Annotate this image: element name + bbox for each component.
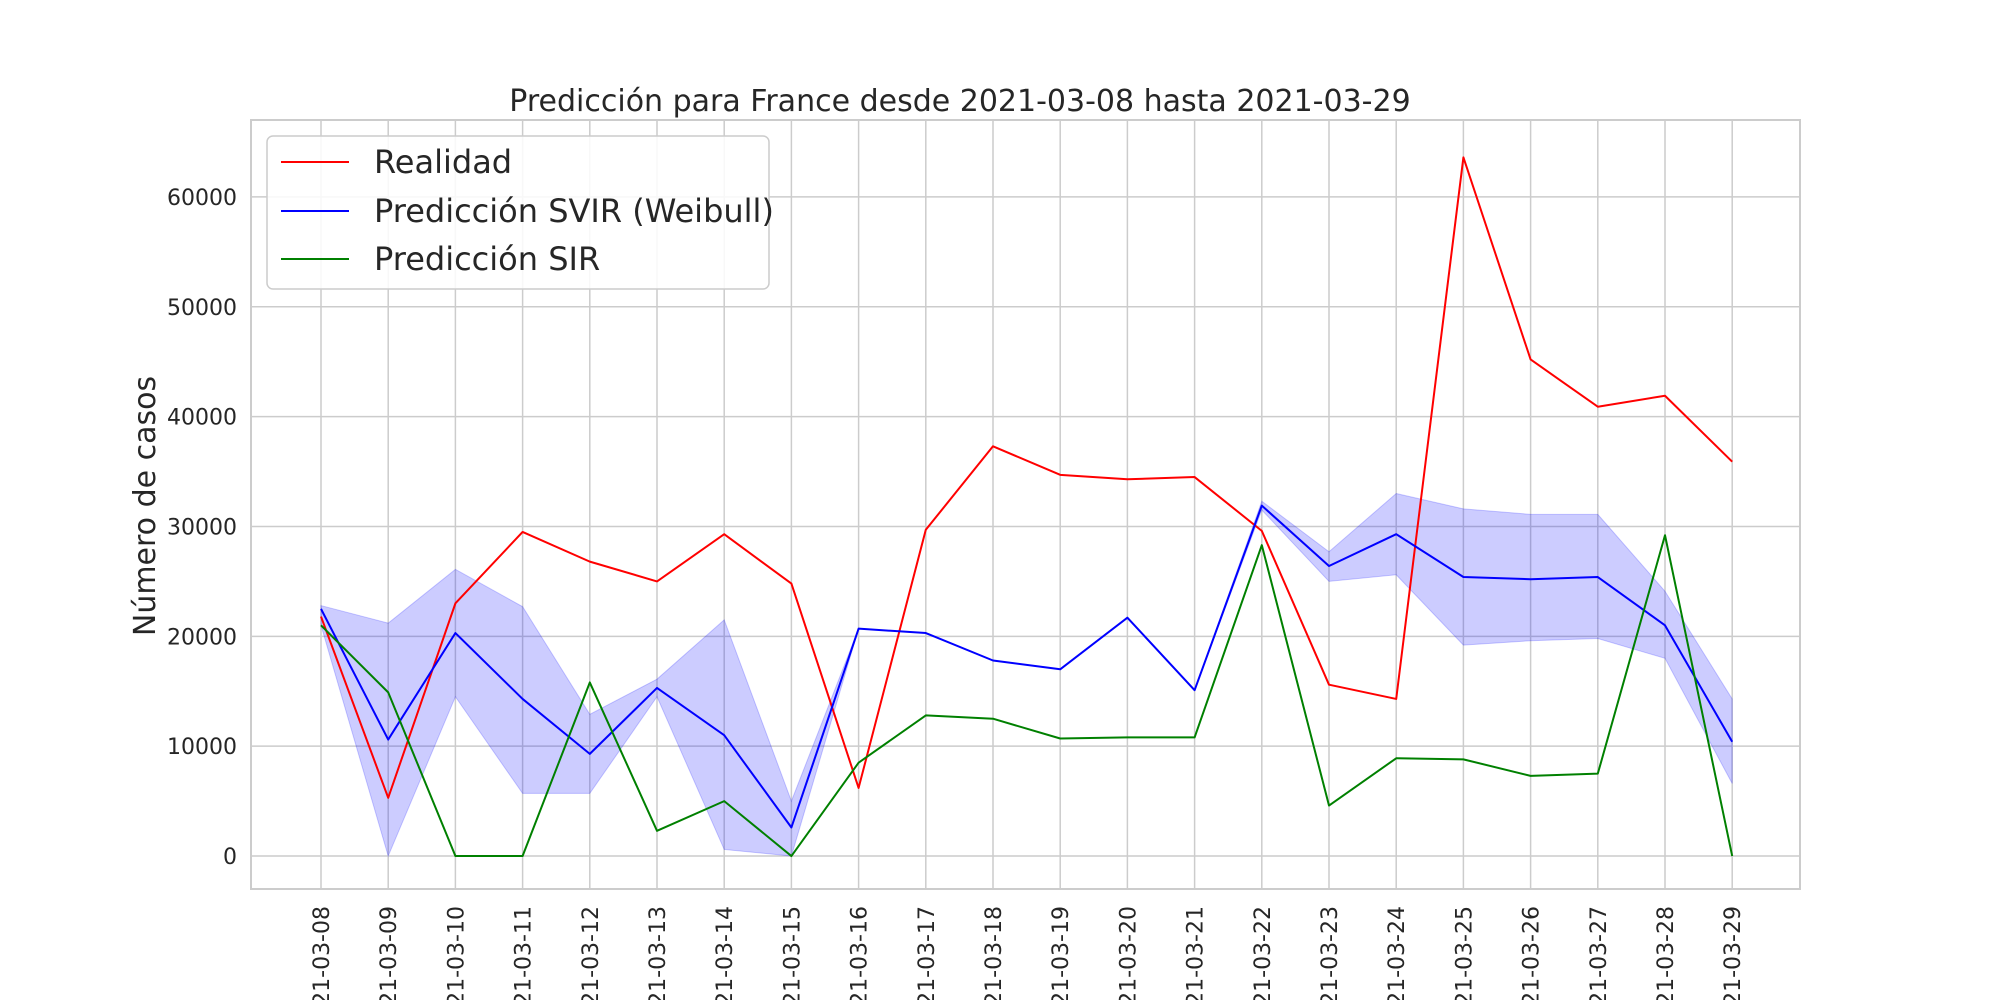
y-tick-label: 40000 — [167, 406, 237, 431]
y-tick-label: 30000 — [167, 515, 237, 540]
confidence-bands — [320, 492, 1733, 858]
y-tick-label: 50000 — [167, 296, 237, 321]
legend-label: Predicción SIR — [374, 240, 600, 278]
x-tick-label: 2021-03-26 — [1520, 906, 1545, 1000]
y-axis-ticks: 0 10000 20000 30000 40000 50000 60000 — [167, 186, 237, 870]
x-tick-label: 2021-03-15 — [780, 906, 805, 1000]
x-tick-label: 2021-03-28 — [1654, 906, 1679, 1000]
legend-label: Realidad — [374, 143, 512, 181]
x-tick-label: 2021-03-20 — [1116, 906, 1141, 1000]
series-line-1 — [320, 504, 1734, 829]
x-tick-label: 2021-03-24 — [1385, 906, 1410, 1000]
x-tick-label: 2021-03-11 — [512, 906, 537, 1000]
x-tick-label: 2021-03-12 — [579, 906, 604, 1000]
x-tick-label: 2021-03-09 — [377, 906, 402, 1000]
y-tick-label: 20000 — [167, 625, 237, 650]
legend-box — [266, 135, 770, 290]
x-tick-label: 2021-03-14 — [713, 906, 738, 1000]
x-tick-label: 2021-03-27 — [1587, 906, 1612, 1000]
x-tick-label: 2021-03-25 — [1452, 906, 1477, 1000]
x-tick-label: 2021-03-18 — [982, 906, 1007, 1000]
x-tick-label: 2021-03-29 — [1721, 906, 1746, 1000]
y-tick-label: 10000 — [167, 735, 237, 760]
chart-title: Predicción para France desde 2021-03-08 … — [509, 84, 1410, 119]
x-tick-label: 2021-03-10 — [444, 906, 469, 1000]
x-tick-label: 2021-03-16 — [848, 906, 873, 1000]
confidence-band — [320, 492, 1733, 858]
x-tick-label: 2021-03-23 — [1318, 906, 1343, 1000]
x-tick-label: 2021-03-19 — [1049, 906, 1074, 1000]
x-tick-label: 2021-03-08 — [310, 906, 335, 1000]
x-tick-label: 2021-03-21 — [1184, 906, 1209, 1000]
y-tick-label: 0 — [223, 845, 237, 870]
series-line-0 — [320, 156, 1733, 799]
y-tick-label: 60000 — [167, 186, 237, 211]
series-lines — [320, 156, 1734, 858]
x-tick-label: 2021-03-17 — [915, 906, 940, 1000]
x-axis-ticks: 2021-03-08 2021-03-09 2021-03-10 2021-03-11… — [310, 906, 1746, 1000]
x-tick-label: 2021-03-22 — [1251, 906, 1276, 1000]
legend-label: Predicción SVIR (Weibull) — [374, 192, 774, 230]
x-tick-label: 2021-03-13 — [646, 906, 671, 1000]
series-line-2 — [320, 534, 1734, 858]
legend: Realidad Predicción SVIR (Weibull) Predicc… — [266, 135, 774, 290]
y-axis-title: Número de casos — [128, 376, 163, 636]
